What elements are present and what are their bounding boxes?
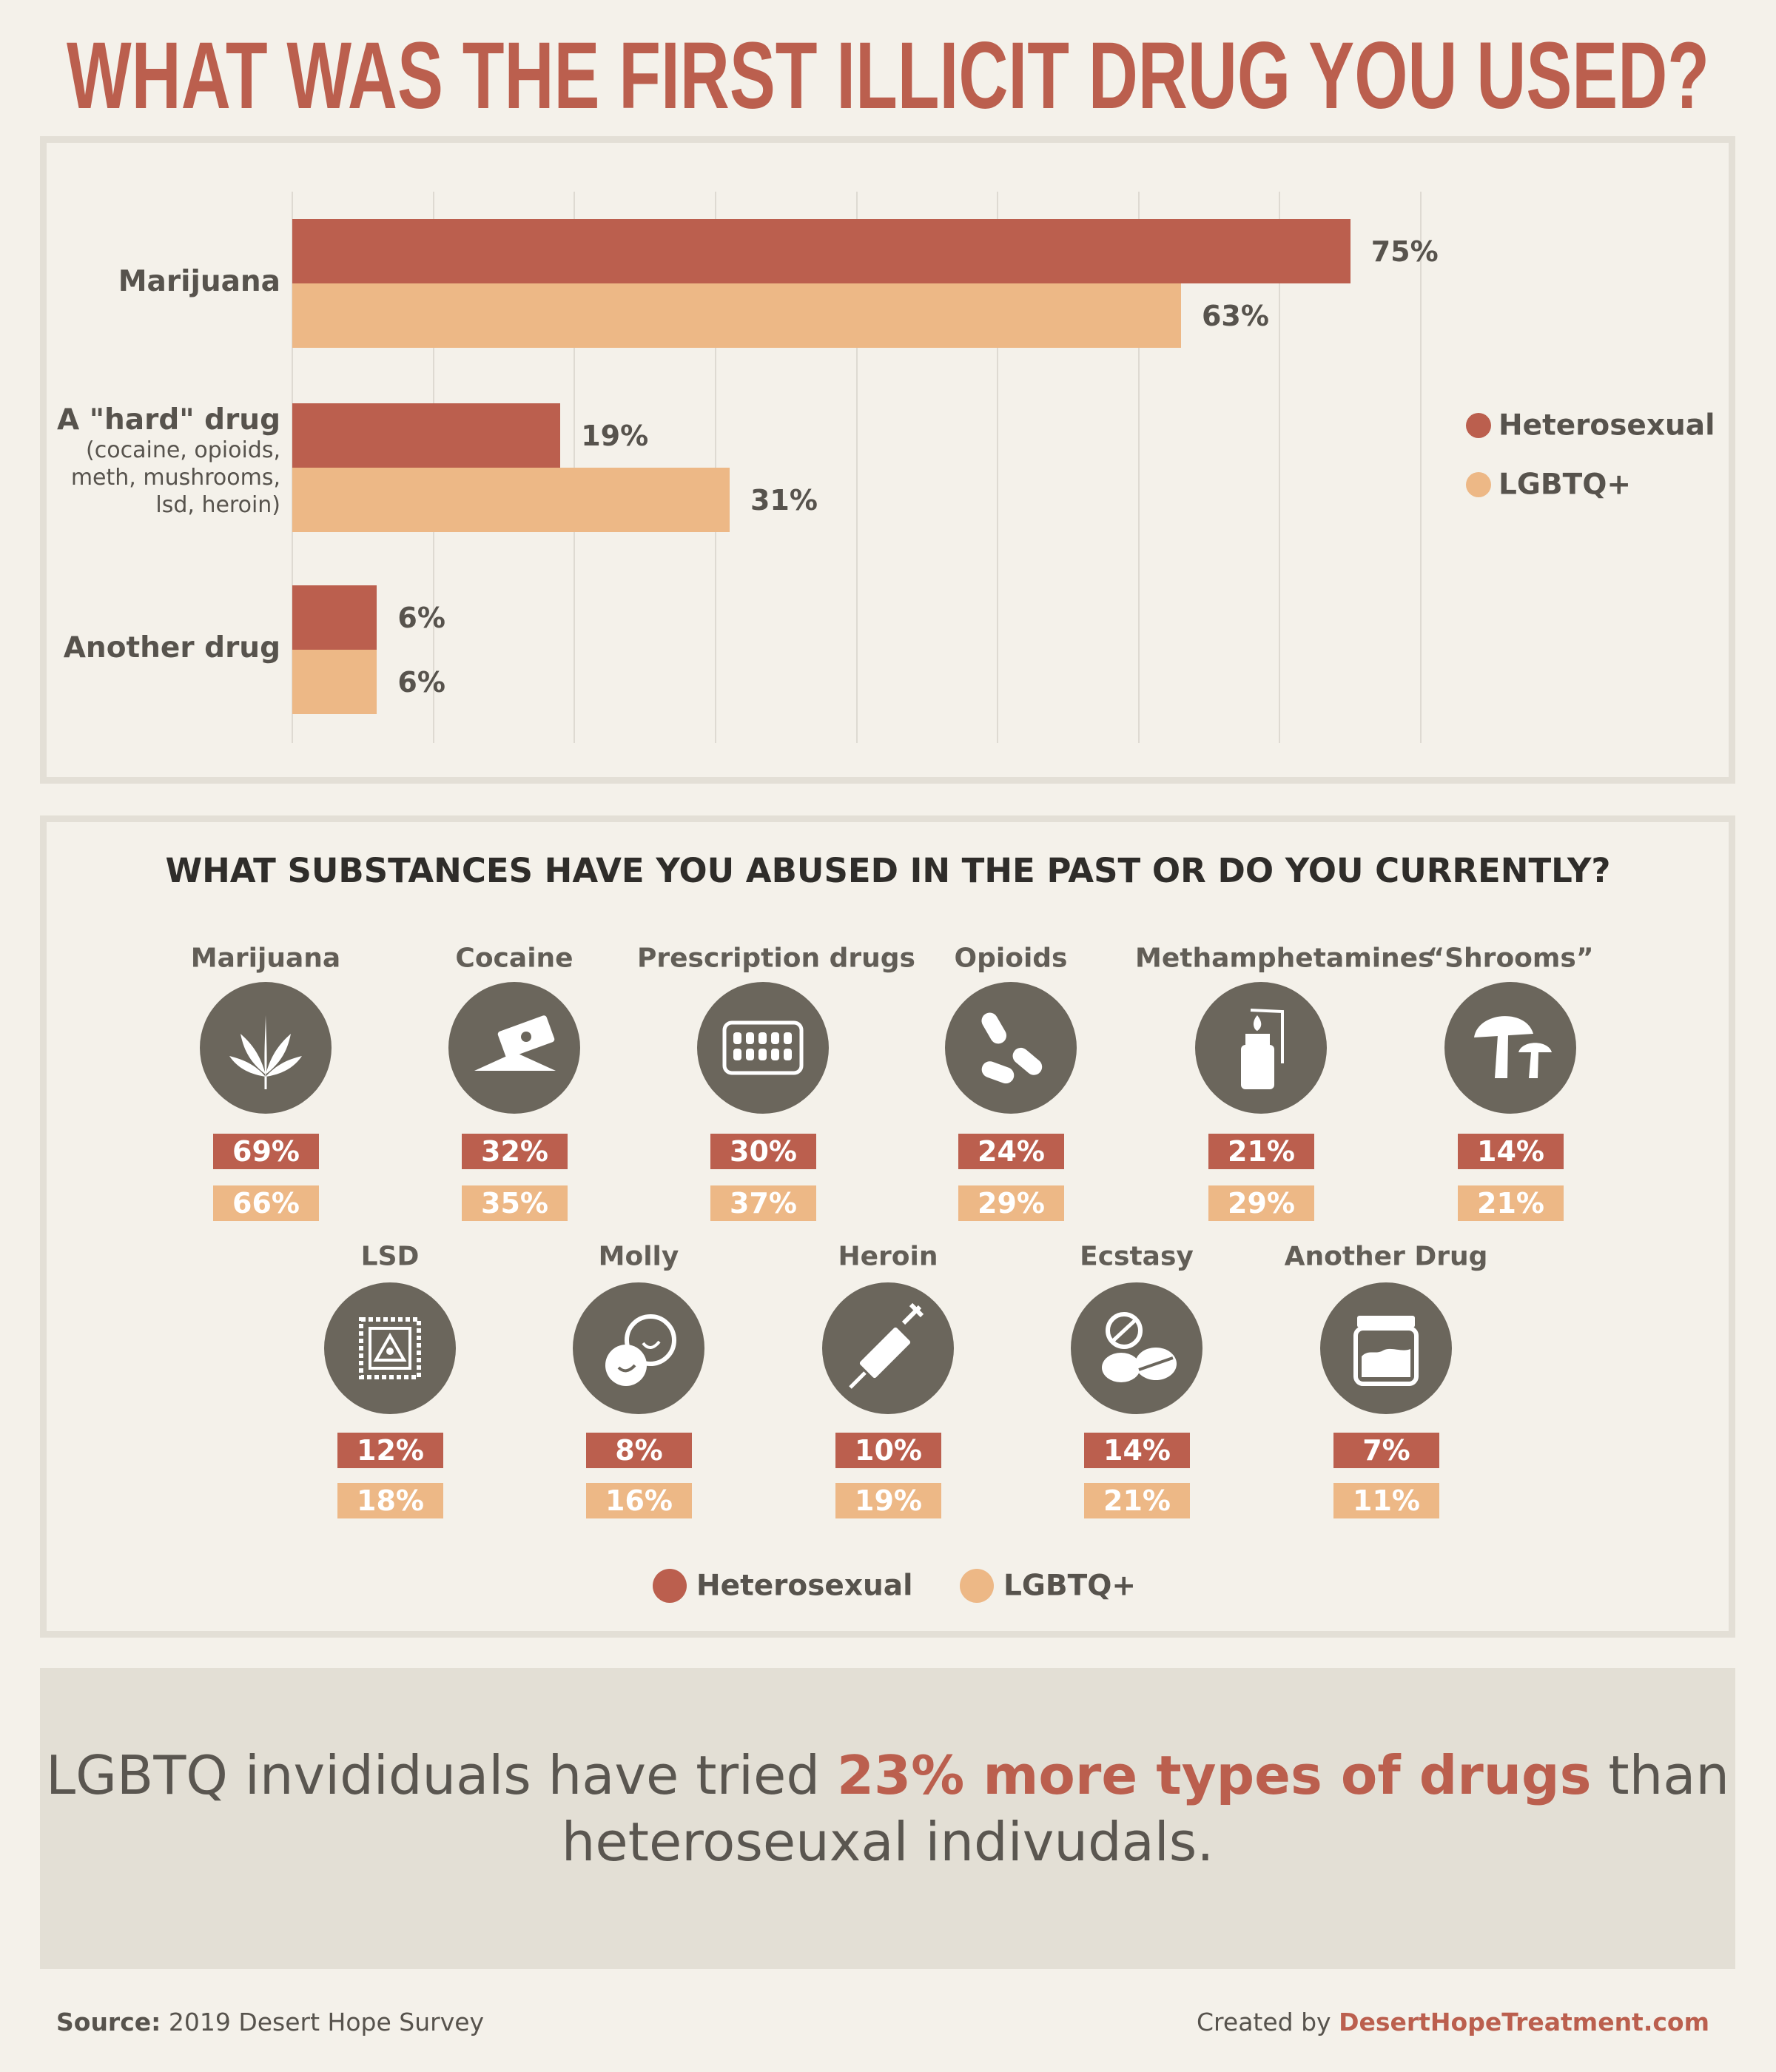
bar-lgbtq (292, 468, 730, 532)
page-title: WHAT WAS THE FIRST ILLICIT DRUG YOU USED… (67, 23, 1709, 117)
lgbtq-percent-badge: 16% (586, 1483, 692, 1518)
heterosexual-percent-badge: 32% (462, 1134, 568, 1169)
legend-label: LGBTQ+ (1003, 1569, 1137, 1603)
heterosexual-percent-badge: 8% (586, 1433, 692, 1468)
gridline (714, 192, 716, 743)
gridline (1420, 192, 1422, 743)
callout-text-end: than heteroseuxal indivudals. (561, 1744, 1729, 1873)
heterosexual-percent-badge: 24% (958, 1134, 1064, 1169)
legend-swatch-lgbtq (1466, 472, 1491, 497)
lgbtq-percent-badge: 29% (1208, 1185, 1314, 1221)
category-name: A "hard" drug (56, 403, 280, 437)
substance-name: Methamphetamines (1135, 943, 1434, 974)
source-text: 2019 Desert Hope Survey (161, 2008, 485, 2036)
razor-blade-powder-icon (448, 982, 580, 1114)
blotter-stamp-icon (324, 1282, 456, 1414)
substances-heading: WHAT SUBSTANCES HAVE YOU ABUSED IN THE P… (165, 851, 1611, 890)
gridline (997, 192, 999, 743)
category-label: Marijuana (118, 265, 280, 298)
callout-box: LGBTQ invididuals have tried 23% more ty… (40, 1668, 1735, 1969)
bar-value-label: 6% (397, 665, 445, 699)
credit-link[interactable]: DesertHopeTreatment.com (1339, 2008, 1709, 2036)
bar-value-label: 31% (750, 483, 818, 517)
category-label: A "hard" drug (cocaine, opioids, meth, mus… (57, 403, 280, 519)
lgbtq-percent-badge: 35% (462, 1185, 568, 1221)
svg-text:WHAT WAS THE FIRST ILLICIT DRU: WHAT WAS THE FIRST ILLICIT DRUG YOU USED… (67, 23, 1709, 117)
category-note: lsd, heroin) (155, 492, 280, 518)
bar-lgbtq (292, 650, 377, 714)
heterosexual-percent-badge: 12% (337, 1433, 443, 1468)
lgbtq-percent-badge: 19% (835, 1483, 941, 1518)
substance-name: Heroin (838, 1241, 938, 1272)
smiley-pills-icon (573, 1282, 704, 1414)
heterosexual-percent-badge: 14% (1458, 1134, 1564, 1169)
legend-swatch (653, 1569, 687, 1603)
source-note: Source: 2019 Desert Hope Survey (56, 2008, 484, 2036)
heterosexual-percent-badge: 21% (1208, 1134, 1314, 1169)
lgbtq-percent-badge: 18% (337, 1483, 443, 1518)
substance-name: Marijuana (190, 943, 341, 974)
lighter-flame-icon (1195, 982, 1327, 1114)
lgbtq-percent-badge: 66% (213, 1185, 319, 1221)
legend-label: Heterosexual (1498, 408, 1715, 443)
bar-heterosexual (292, 403, 561, 468)
gridline (1279, 192, 1281, 743)
substance-name: Ecstasy (1080, 1241, 1194, 1272)
legend-label: LGBTQ+ (1498, 468, 1632, 502)
bar-value-label: 75% (1370, 235, 1439, 268)
legend-swatch (960, 1569, 994, 1603)
heterosexual-percent-badge: 30% (710, 1134, 816, 1169)
capsules-icon (945, 982, 1077, 1114)
cannabis-leaf-icon (200, 982, 332, 1114)
gridline (1137, 192, 1140, 743)
gridline (574, 192, 576, 743)
substance-name: Another Drug (1284, 1241, 1488, 1272)
category-note: (cocaine, opioids, (86, 437, 280, 463)
lgbtq-percent-badge: 21% (1458, 1185, 1564, 1221)
scored-tablets-icon (1071, 1282, 1202, 1414)
source-label: Source: (56, 2008, 161, 2036)
gridline (855, 192, 858, 743)
syringe-icon (822, 1282, 954, 1414)
heterosexual-percent-badge: 7% (1333, 1433, 1439, 1468)
callout-highlight: 23% more types of drugs (836, 1744, 1592, 1806)
credit-label: Created by (1197, 2008, 1339, 2036)
heterosexual-percent-badge: 69% (213, 1134, 319, 1169)
mushroom-icon (1444, 982, 1576, 1114)
substance-name: Opioids (954, 943, 1068, 974)
heterosexual-percent-badge: 14% (1084, 1433, 1190, 1468)
lgbtq-percent-badge: 29% (958, 1185, 1064, 1221)
category-label: Another drug (64, 631, 280, 665)
credit-note: Created by DesertHopeTreatment.com (1197, 2008, 1709, 2036)
bar-heterosexual (292, 585, 377, 650)
bar-value-label: 6% (397, 601, 445, 634)
substance-name: Cocaine (455, 943, 574, 974)
substance-name: Molly (598, 1241, 679, 1272)
legend-label: Heterosexual (696, 1569, 913, 1603)
category-name: Marijuana (118, 265, 280, 298)
lgbtq-percent-badge: 21% (1084, 1483, 1190, 1518)
bar-value-label: 63% (1201, 299, 1269, 332)
heterosexual-percent-badge: 10% (835, 1433, 941, 1468)
category-name: Another drug (63, 631, 280, 665)
substance-name: LSD (360, 1241, 420, 1272)
substance-name: “Shrooms” (1427, 943, 1594, 974)
lgbtq-percent-badge: 11% (1333, 1483, 1439, 1518)
lgbtq-percent-badge: 37% (710, 1185, 816, 1221)
bar-value-label: 19% (581, 419, 649, 452)
jar-icon (1320, 1282, 1452, 1414)
bar-heterosexual (292, 219, 1350, 283)
substance-name: Prescription drugs (637, 943, 915, 974)
bar-lgbtq (292, 283, 1181, 348)
callout-text: LGBTQ invididuals have tried (46, 1744, 837, 1806)
legend-swatch-heterosexual (1466, 413, 1491, 438)
pill-blister-pack-icon (697, 982, 829, 1114)
category-note: meth, mushrooms, (70, 465, 280, 491)
